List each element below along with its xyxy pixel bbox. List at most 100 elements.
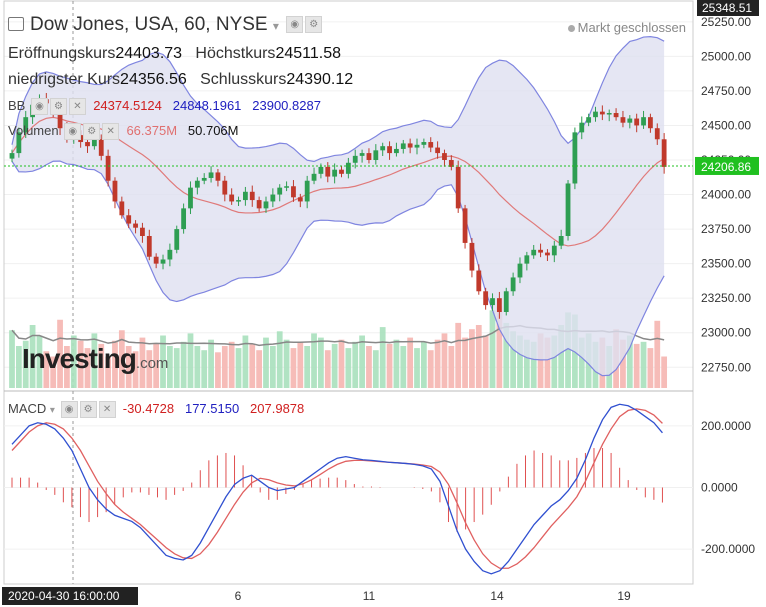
macd-line-value: 177.5150 <box>184 401 240 416</box>
close-icon[interactable]: ✕ <box>98 401 116 419</box>
candle-body <box>339 169 344 174</box>
volume-bar <box>503 322 510 388</box>
logo-suffix: .com <box>135 355 169 372</box>
chevron-down-icon[interactable]: ▾ <box>272 19 279 33</box>
candle-body <box>558 236 564 246</box>
candle-body <box>297 197 303 202</box>
eye-icon[interactable]: ◉ <box>286 16 304 34</box>
candle-body <box>551 245 557 256</box>
ohlc-row-2: niedrigster Kurs24356.56 Schlusskurs2439… <box>8 71 353 89</box>
volume-bar <box>345 348 352 388</box>
volume-bar <box>633 343 640 388</box>
volume-bar <box>352 341 359 388</box>
volume-bar <box>393 339 400 388</box>
volume-legend: Volumen ◉ ⚙ ✕ 66.375M 50.706M <box>8 123 239 141</box>
gear-icon[interactable]: ⚙ <box>83 123 101 141</box>
bb-lower-value: 23900.8287 <box>252 98 321 113</box>
candle-body <box>599 111 605 115</box>
price-tick-label: 23250.00 <box>701 291 751 305</box>
price-tick-label: 25250.00 <box>701 15 751 29</box>
close-icon[interactable]: ✕ <box>102 123 120 141</box>
volume-bar <box>98 343 105 388</box>
volume-bar <box>448 346 455 388</box>
candle-body <box>284 186 289 188</box>
candle-body <box>654 128 660 140</box>
candle-body <box>181 208 187 230</box>
low-label: niedrigster Kurs <box>8 71 121 88</box>
gear-icon[interactable]: ⚙ <box>79 401 97 419</box>
top-price-box <box>697 0 759 16</box>
candle-body <box>215 172 221 181</box>
macd-signal-line <box>11 408 663 569</box>
chevron-down-icon[interactable]: ▾ <box>49 405 55 416</box>
chart-title: Dow Jones, USA, 60, NYSE ▾ ◉ ⚙ <box>30 14 323 36</box>
volume-bar <box>167 346 173 388</box>
open-label: Eröffnungskurs <box>8 45 116 62</box>
bb-upper-value: 24848.1961 <box>172 98 242 113</box>
volume-bar <box>29 325 36 388</box>
candle-body <box>146 236 152 257</box>
volume-bar <box>366 346 372 388</box>
volume-bar <box>489 310 496 388</box>
open-value: 24403.73 <box>115 45 183 62</box>
investing-logo: Investing.com <box>22 343 168 375</box>
gear-icon[interactable]: ⚙ <box>49 98 67 116</box>
high-label: Höchstkurs <box>195 45 276 62</box>
volume-bar <box>537 333 544 388</box>
date-box <box>2 587 138 605</box>
bb-fill <box>12 36 665 376</box>
volume-bar <box>235 348 242 388</box>
price-tick-label: 23000.00 <box>701 326 751 340</box>
candle-body <box>57 111 63 129</box>
macd-tick-label: 0.0000 <box>701 481 738 495</box>
candle-body <box>174 229 180 250</box>
eye-icon[interactable]: ◉ <box>30 98 48 116</box>
price-tick-label: 24500.00 <box>701 118 751 132</box>
candlesticks <box>4 92 693 319</box>
volume-bar <box>36 335 43 388</box>
candle-body <box>593 111 598 118</box>
volume-bar <box>400 346 407 388</box>
candle-body <box>304 180 310 202</box>
candle-body <box>387 146 392 154</box>
volume-bar <box>187 333 194 388</box>
volume-bar <box>318 337 324 388</box>
menu-icon[interactable] <box>8 17 24 31</box>
candle-body <box>325 166 331 177</box>
candle-body <box>345 162 351 174</box>
close-icon[interactable]: ✕ <box>68 98 86 116</box>
candle-body <box>414 144 420 148</box>
macd-signal-value: 207.9878 <box>250 401 305 416</box>
volume-bar <box>215 352 221 388</box>
candle-body <box>565 183 571 236</box>
candle-body <box>613 113 619 118</box>
close-label: Schlusskurs <box>200 71 287 88</box>
candle-body <box>318 166 324 174</box>
volume-bar <box>620 339 626 388</box>
candle-body <box>201 177 207 181</box>
price-tick-label: 24000.00 <box>701 188 751 202</box>
volume-bar <box>256 350 263 388</box>
status-text: Markt geschlossen <box>577 20 686 35</box>
candle-body <box>277 187 283 195</box>
candle-body <box>538 249 543 253</box>
candle-body <box>517 263 523 278</box>
gear-icon[interactable]: ⚙ <box>305 16 323 34</box>
top-price-label: 25348.51 <box>702 1 752 15</box>
volume-bar <box>338 339 345 388</box>
volume-value-2: 50.706M <box>187 123 239 138</box>
macd-panel <box>4 403 693 575</box>
high-value: 24511.58 <box>275 45 341 62</box>
volume-bar <box>84 348 91 388</box>
volume-bar <box>194 346 201 388</box>
volume-bar <box>441 333 448 388</box>
bb-legend: BB ◉ ⚙ ✕ 24374.5124 24848.1961 23900.8287 <box>8 98 321 116</box>
candle-body <box>167 249 173 260</box>
close-value: 24390.12 <box>286 71 354 88</box>
macd-line <box>11 403 663 575</box>
eye-icon[interactable]: ◉ <box>60 401 78 419</box>
eye-icon[interactable]: ◉ <box>64 123 82 141</box>
candle-body <box>263 201 269 209</box>
